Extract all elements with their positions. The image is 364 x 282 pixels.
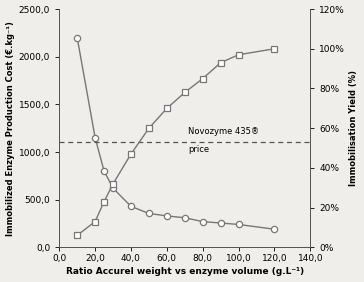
Y-axis label: Immobilisation Yield (%): Immobilisation Yield (%) [349, 70, 359, 186]
Y-axis label: Immobilized Enzyme Production Cost (€.kg⁻¹): Immobilized Enzyme Production Cost (€.kg… [5, 21, 15, 236]
Text: price: price [189, 145, 210, 154]
X-axis label: Ratio Accurel weight vs enzyme volume (g.L⁻¹): Ratio Accurel weight vs enzyme volume (g… [66, 267, 304, 276]
Text: Novozyme 435®: Novozyme 435® [189, 127, 260, 136]
